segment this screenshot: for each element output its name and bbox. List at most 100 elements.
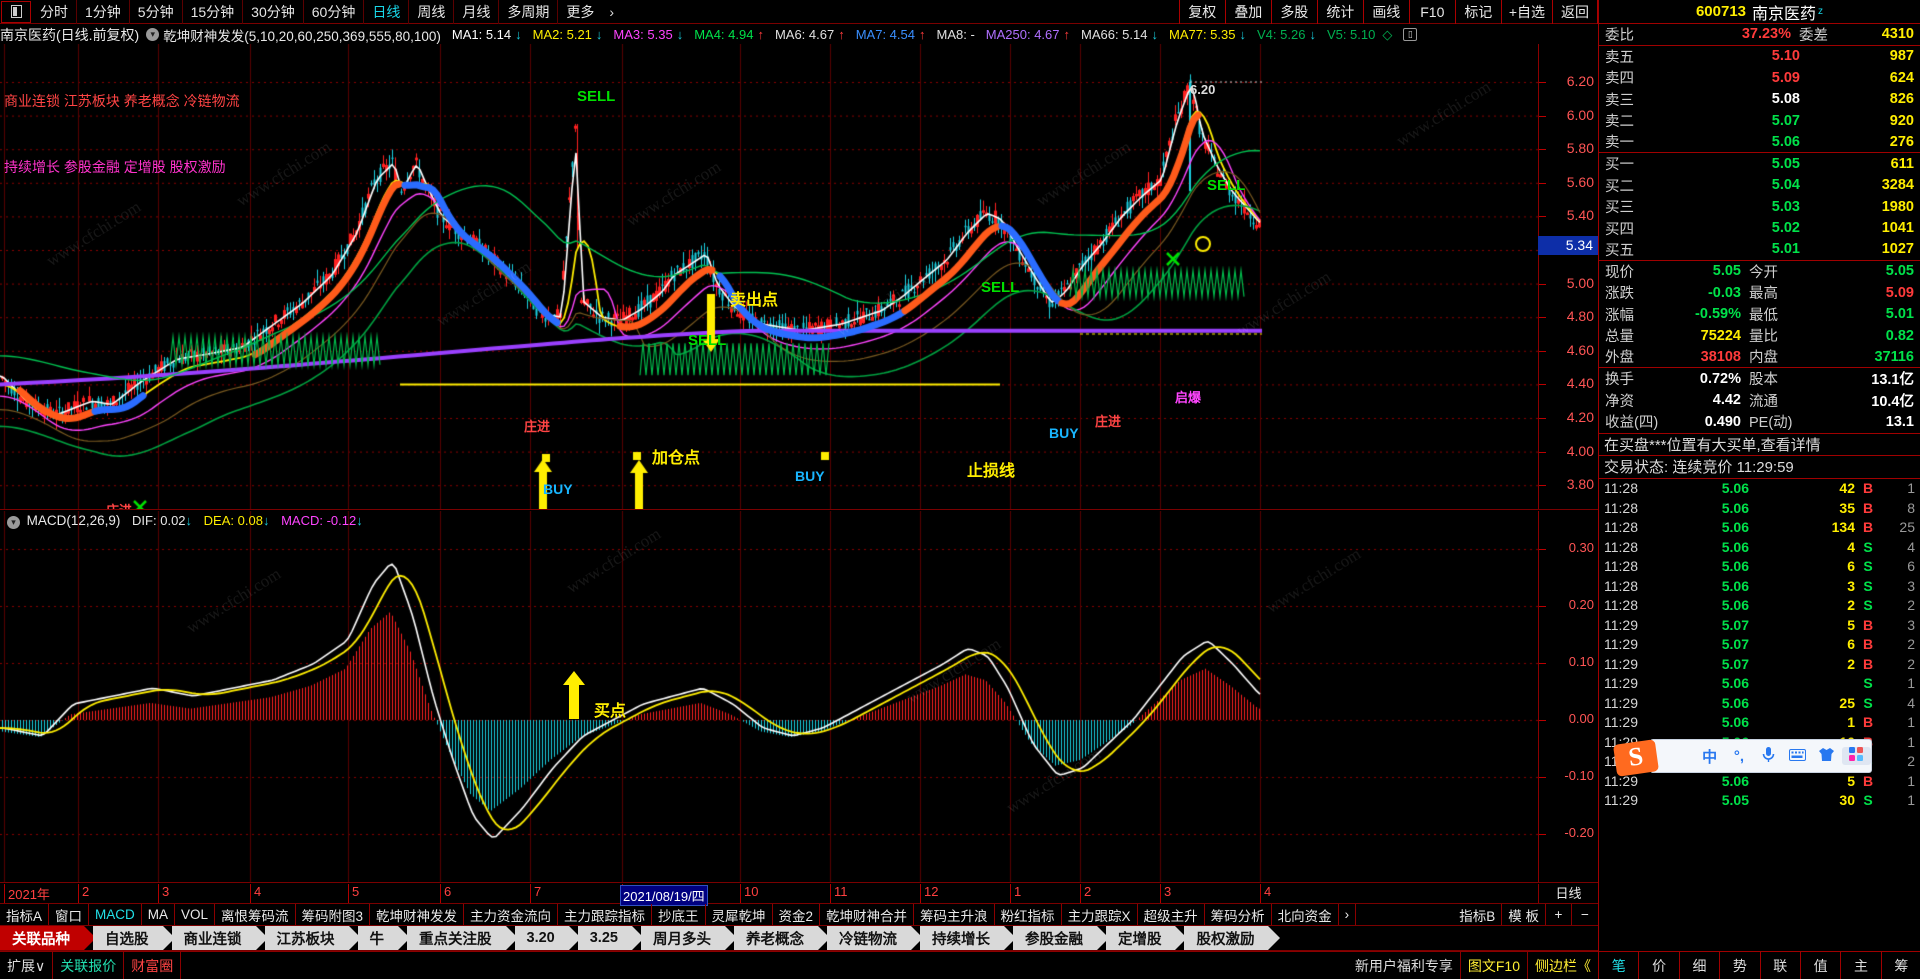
book-row[interactable]: 卖三 5.08 826 xyxy=(1599,89,1920,111)
tick-row[interactable]: 11:29 5.07 5 B 3 xyxy=(1599,615,1920,635)
indicator-item-16[interactable]: 主力跟踪X xyxy=(1062,904,1138,925)
period-multi[interactable]: 多周期 xyxy=(499,0,559,24)
indicator-item-0[interactable]: 指标A xyxy=(0,904,50,925)
tick-row[interactable]: 11:29 5.06 1 B 1 xyxy=(1599,713,1920,733)
group-tab-11[interactable]: 持续增长 xyxy=(919,926,1016,950)
tick-row[interactable]: 11:28 5.06 134 B 25 xyxy=(1599,518,1920,538)
overlay-button[interactable]: 叠加 xyxy=(1224,0,1271,24)
apps-icon[interactable] xyxy=(1841,747,1871,765)
period-60min[interactable]: 60分钟 xyxy=(304,0,365,24)
layout-icon[interactable] xyxy=(1,0,31,23)
sogou-ime-toolbar[interactable]: S 中 °, xyxy=(1612,739,1872,777)
tick-row[interactable]: 11:29 5.06 25 S 4 xyxy=(1599,693,1920,713)
indicator-item-4[interactable]: VOL xyxy=(175,904,216,925)
tick-row[interactable]: 11:29 5.06 S 1 xyxy=(1599,674,1920,694)
indicator-item-13[interactable]: 乾坤财神合并 xyxy=(820,904,915,925)
indicator-item-18[interactable]: 筹码分析 xyxy=(1205,904,1272,925)
add-watchlist-button[interactable]: +自选 xyxy=(1500,0,1552,24)
book-row[interactable]: 卖二 5.07 920 xyxy=(1599,110,1920,132)
f10-button[interactable]: F10 xyxy=(1408,0,1455,24)
period-more[interactable]: 更多 xyxy=(566,3,595,20)
group-tab-12[interactable]: 参股金融 xyxy=(1012,926,1109,950)
diamond-icon[interactable]: ◇ xyxy=(1382,26,1393,42)
group-tab-10[interactable]: 冷链物流 xyxy=(826,926,923,950)
tab-jia[interactable]: 价 xyxy=(1639,952,1680,979)
zoom-in-button[interactable]: + xyxy=(1546,904,1572,925)
chinese-mode-icon[interactable]: 中 xyxy=(1702,748,1718,766)
tick-row[interactable]: 11:28 5.06 42 B 1 xyxy=(1599,479,1920,499)
tab-chou[interactable]: 筹 xyxy=(1894,957,1909,974)
skin-icon[interactable] xyxy=(1812,747,1841,766)
sogou-logo-icon[interactable]: S xyxy=(1612,739,1660,777)
template-button[interactable]: 模 板 xyxy=(1502,904,1546,925)
group-tab-1[interactable]: 自选股 xyxy=(93,926,174,950)
indicator-item-1[interactable]: 窗口 xyxy=(49,904,90,925)
macd-dropdown-icon[interactable]: ▾ xyxy=(7,516,20,529)
indicator-item-10[interactable]: 抄底王 xyxy=(652,904,706,925)
period-30min[interactable]: 30分钟 xyxy=(243,0,304,24)
group-tab-3[interactable]: 江苏板块 xyxy=(264,926,361,950)
period-5min[interactable]: 5分钟 xyxy=(130,0,183,24)
group-tab-8[interactable]: 周月多头 xyxy=(640,926,737,950)
tick-row[interactable]: 11:28 5.06 4 S 4 xyxy=(1599,537,1920,557)
panel-icon[interactable]: ▯ xyxy=(1403,28,1418,41)
book-row[interactable]: 买三 5.03 1980 xyxy=(1599,196,1920,218)
multistock-button[interactable]: 多股 xyxy=(1270,0,1317,24)
book-row[interactable]: 买二 5.04 3284 xyxy=(1599,175,1920,197)
group-tab-0[interactable]: 关联品种 xyxy=(0,926,96,950)
tick-row[interactable]: 11:29 5.06 5 B 1 xyxy=(1599,771,1920,791)
chevron-right-icon[interactable]: › xyxy=(609,3,614,20)
group-tab-7[interactable]: 3.25 xyxy=(577,926,645,950)
new-user-promo[interactable]: 新用户福利专享 xyxy=(1347,951,1461,979)
chevron-down-icon[interactable]: ▾ xyxy=(146,28,160,41)
expand-button[interactable]: 扩展∨ xyxy=(0,951,54,979)
tick-row[interactable]: 11:28 5.06 35 B 8 xyxy=(1599,498,1920,518)
mic-icon[interactable] xyxy=(1754,746,1783,767)
tab-bi[interactable]: 笔 xyxy=(1599,952,1640,979)
tick-row[interactable]: 11:28 5.06 3 S 3 xyxy=(1599,576,1920,596)
period-fenshi[interactable]: 分时 xyxy=(32,0,77,24)
group-tab-2[interactable]: 商业连锁 xyxy=(171,926,268,950)
group-tab-14[interactable]: 股权激励 xyxy=(1184,926,1281,950)
zoom-out-button[interactable]: − xyxy=(1581,907,1589,922)
tab-lian[interactable]: 联 xyxy=(1761,952,1801,979)
indicator-item-5[interactable]: 离恨筹码流 xyxy=(215,904,296,925)
indicator-item-8[interactable]: 主力资金流向 xyxy=(464,904,559,925)
bid-book[interactable]: 买一 5.05 611 买二 5.04 3284 买三 5.03 1980 买四 5.02 1041 买… xyxy=(1599,153,1920,261)
book-row[interactable]: 卖五 5.10 987 xyxy=(1599,46,1920,68)
tab-xi[interactable]: 细 xyxy=(1680,952,1721,979)
punctuation-icon[interactable]: °, xyxy=(1733,747,1745,765)
book-row[interactable]: 卖四 5.09 624 xyxy=(1599,67,1920,89)
stats-button[interactable]: 统计 xyxy=(1316,0,1363,24)
tick-row[interactable]: 11:29 5.07 6 B 2 xyxy=(1599,635,1920,655)
wealth-circle-button[interactable]: 财富圈 xyxy=(124,951,182,979)
ask-book[interactable]: 卖五 5.10 987 卖四 5.09 624 卖三 5.08 826 卖二 5.07 920 卖一 5.… xyxy=(1599,46,1920,153)
news-alert[interactable]: 在买盘***位置有大买单,查看详情 xyxy=(1599,432,1920,456)
tick-row[interactable]: 11:28 5.06 2 S 2 xyxy=(1599,596,1920,616)
period-daily[interactable]: 日线 xyxy=(364,0,410,24)
sidebar-toggle-button[interactable]: 侧边栏《 xyxy=(1528,951,1598,979)
book-row[interactable]: 卖一 5.06 276 xyxy=(1599,132,1920,153)
indicator-item-3[interactable]: MA xyxy=(142,904,176,925)
period-weekly[interactable]: 周线 xyxy=(409,0,455,24)
tab-shi[interactable]: 势 xyxy=(1720,952,1761,979)
mark-button[interactable]: 标记 xyxy=(1454,0,1501,24)
graphic-f10-button[interactable]: 图文F10 xyxy=(1460,951,1528,979)
indicator-item-12[interactable]: 资金2 xyxy=(773,904,821,925)
indicator-item-11[interactable]: 灵犀乾坤 xyxy=(706,904,773,925)
group-tab-5[interactable]: 重点关注股 xyxy=(407,926,517,950)
main-price-chart[interactable]: www.cfchi.com www.cfchi.com www.cfchi.co… xyxy=(0,44,1598,510)
indicator-item-14[interactable]: 筹码主升浪 xyxy=(914,904,995,925)
indicator-item-7[interactable]: 乾坤财神发发 xyxy=(370,904,465,925)
group-tab-6[interactable]: 3.20 xyxy=(514,926,582,950)
indicator-item-15[interactable]: 粉红指标 xyxy=(995,904,1062,925)
period-15min[interactable]: 15分钟 xyxy=(183,0,244,24)
book-row[interactable]: 买四 5.02 1041 xyxy=(1599,218,1920,240)
tab-zhu[interactable]: 主 xyxy=(1841,952,1882,979)
period-monthly[interactable]: 月线 xyxy=(454,0,500,24)
indicator-item-17[interactable]: 超级主升 xyxy=(1138,904,1205,925)
group-tab-9[interactable]: 养老概念 xyxy=(733,926,830,950)
period-1min[interactable]: 1分钟 xyxy=(77,0,130,24)
indicator-item-2[interactable]: MACD xyxy=(89,904,142,925)
related-quote-button[interactable]: 关联报价 xyxy=(53,951,125,979)
